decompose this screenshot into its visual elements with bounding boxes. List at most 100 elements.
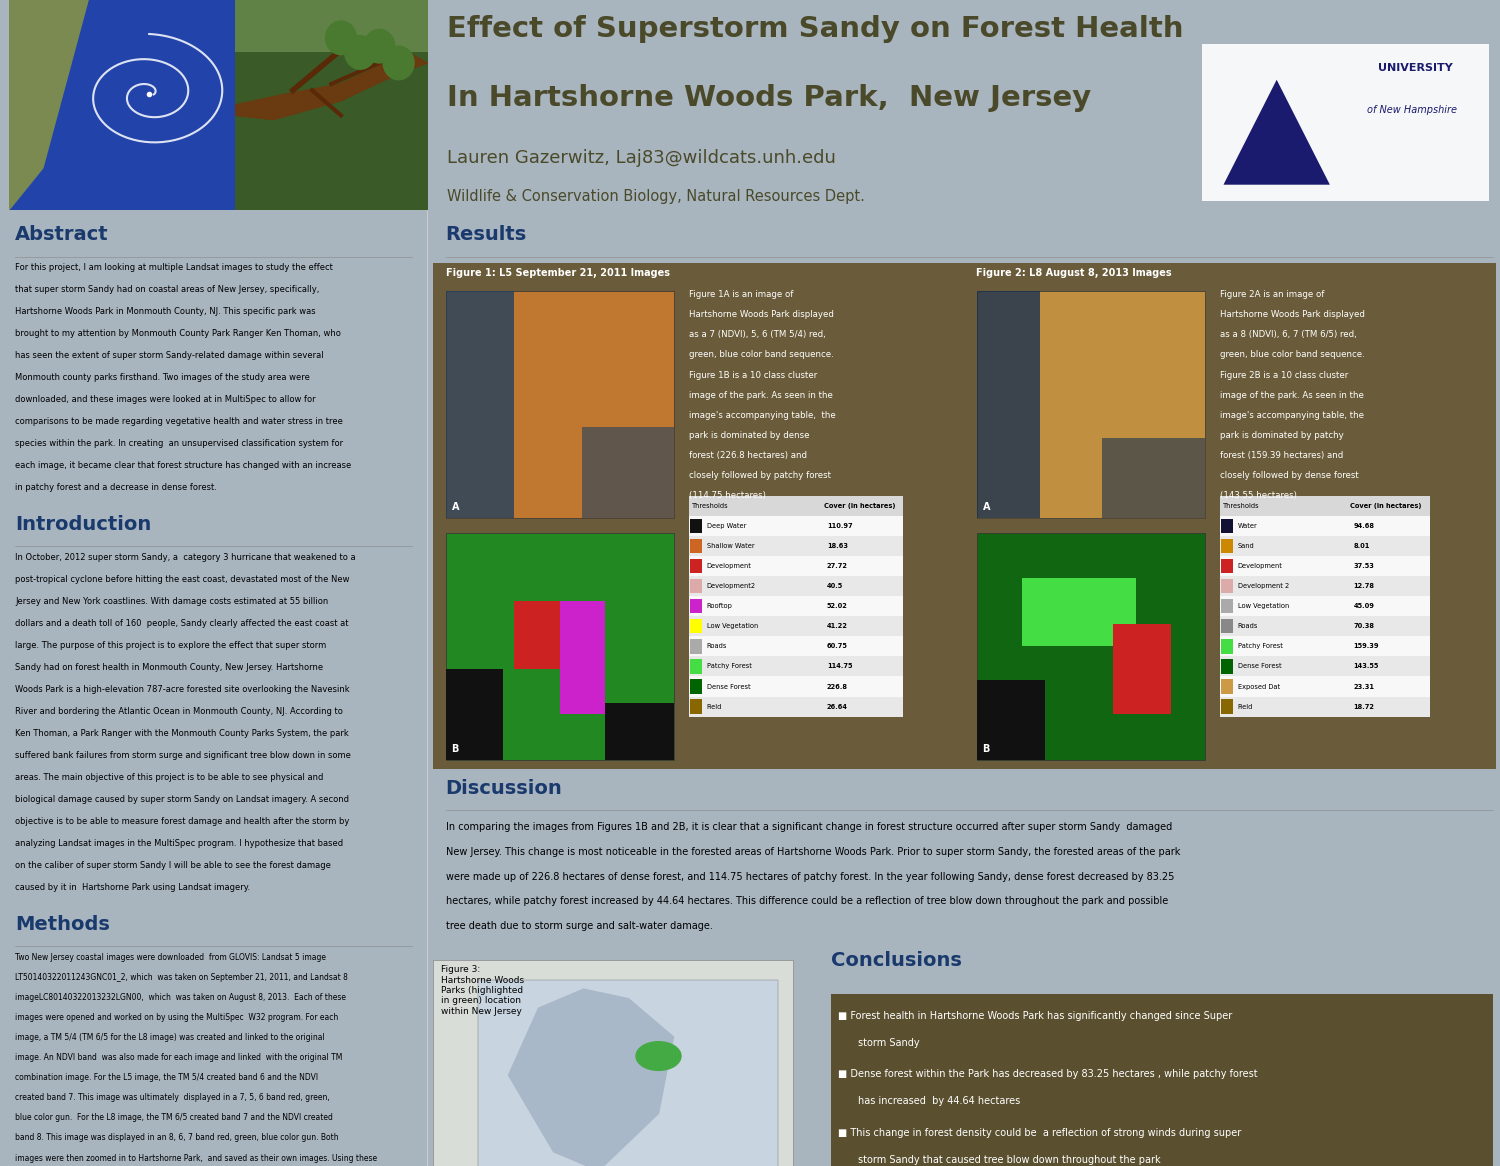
Bar bbox=[1202, 44, 1490, 202]
Text: ■ This change in forest density could be  a reflection of strong winds during su: ■ This change in forest density could be… bbox=[839, 1128, 1242, 1138]
Bar bbox=[688, 617, 903, 637]
Text: Abstract: Abstract bbox=[15, 225, 108, 244]
Bar bbox=[236, 0, 428, 52]
Text: as a 7 (NDVI), 5, 6 (TM 5/4) red,: as a 7 (NDVI), 5, 6 (TM 5/4) red, bbox=[688, 330, 825, 339]
Bar bbox=[1221, 559, 1233, 574]
Text: Roads: Roads bbox=[706, 644, 728, 649]
Text: 52.02: 52.02 bbox=[827, 603, 848, 609]
Bar bbox=[1022, 578, 1137, 646]
Text: imageLC80140322013232LGN00,  which  was taken on August 8, 2013.  Each of these: imageLC80140322013232LGN00, which was ta… bbox=[15, 993, 346, 1002]
Text: biological damage caused by super storm Sandy on Landsat imagery. A second: biological damage caused by super storm … bbox=[15, 795, 350, 805]
Bar bbox=[1220, 617, 1430, 637]
Text: band 8. This image was displayed in an 8, 6, 7 band red, green, blue color gun. : band 8. This image was displayed in an 8… bbox=[15, 1133, 339, 1143]
Text: closely followed by dense forest: closely followed by dense forest bbox=[1220, 471, 1359, 480]
Text: Cover (in hectares): Cover (in hectares) bbox=[824, 503, 896, 508]
Text: species within the park. In creating  an unsupervised classification system for: species within the park. In creating an … bbox=[15, 440, 344, 449]
Bar bbox=[1221, 599, 1233, 613]
Bar bbox=[1221, 680, 1233, 694]
Text: has increased  by 44.64 hectares: has increased by 44.64 hectares bbox=[858, 1096, 1020, 1107]
Text: Ken Thoman, a Park Ranger with the Monmouth County Parks System, the park: Ken Thoman, a Park Ranger with the Monmo… bbox=[15, 729, 348, 738]
Bar bbox=[478, 979, 778, 1166]
Text: 18.72: 18.72 bbox=[1353, 703, 1374, 710]
Bar bbox=[1220, 596, 1430, 617]
Bar bbox=[446, 292, 674, 518]
Text: green, blue color band sequence.: green, blue color band sequence. bbox=[688, 351, 834, 359]
Bar bbox=[560, 600, 606, 715]
Bar bbox=[1220, 696, 1430, 717]
Text: 26.64: 26.64 bbox=[827, 703, 848, 710]
Text: combination image. For the L5 image, the TM 5/4 created band 6 and the NDVI: combination image. For the L5 image, the… bbox=[15, 1073, 318, 1082]
Text: hectares, while patchy forest increased by 44.64 hectares. This difference could: hectares, while patchy forest increased … bbox=[446, 897, 1167, 906]
Text: Field: Field bbox=[1238, 703, 1252, 710]
Text: Cover (in hectares): Cover (in hectares) bbox=[1350, 503, 1422, 508]
Text: In October, 2012 super storm Sandy, a  category 3 hurricane that weakened to a: In October, 2012 super storm Sandy, a ca… bbox=[15, 553, 355, 562]
Bar bbox=[688, 596, 903, 617]
Text: image, a TM 5/4 (TM 6/5 for the L8 image) was created and linked to the original: image, a TM 5/4 (TM 6/5 for the L8 image… bbox=[15, 1033, 324, 1042]
Text: B: B bbox=[982, 744, 990, 754]
Text: Dense Forest: Dense Forest bbox=[706, 683, 750, 689]
Text: Exposed Dat: Exposed Dat bbox=[1238, 683, 1280, 689]
Text: tree death due to storm surge and salt-water damage.: tree death due to storm surge and salt-w… bbox=[446, 921, 712, 932]
Text: River and bordering the Atlantic Ocean in Monmouth County, NJ. According to: River and bordering the Atlantic Ocean i… bbox=[15, 707, 344, 716]
Text: Figure 2A is an image of: Figure 2A is an image of bbox=[1220, 290, 1324, 300]
Bar bbox=[1221, 700, 1233, 714]
Bar bbox=[976, 533, 1204, 760]
Text: Figure 1: L5 September 21, 2011 Images: Figure 1: L5 September 21, 2011 Images bbox=[446, 268, 669, 279]
Text: image. An NDVI band  was also made for each image and linked  with the original : image. An NDVI band was also made for ea… bbox=[15, 1053, 342, 1062]
Text: Figure 1B is a 10 class cluster: Figure 1B is a 10 class cluster bbox=[688, 371, 818, 379]
Bar bbox=[690, 639, 702, 653]
Bar bbox=[688, 637, 903, 656]
Text: Methods: Methods bbox=[15, 914, 110, 934]
Text: Development2: Development2 bbox=[706, 583, 756, 589]
Bar bbox=[688, 496, 903, 515]
Text: closely followed by patchy forest: closely followed by patchy forest bbox=[688, 471, 831, 480]
Text: 41.22: 41.22 bbox=[827, 624, 848, 630]
Text: blue color gun.  For the L8 image, the TM 6/5 created band 7 and the NDVI create: blue color gun. For the L8 image, the TM… bbox=[15, 1114, 333, 1123]
Text: In comparing the images from Figures 1B and 2B, it is clear that a significant c: In comparing the images from Figures 1B … bbox=[446, 822, 1172, 831]
Text: 143.55: 143.55 bbox=[1353, 663, 1378, 669]
Circle shape bbox=[326, 21, 357, 55]
Circle shape bbox=[345, 36, 375, 69]
Text: storm Sandy that caused tree blow down throughout the park: storm Sandy that caused tree blow down t… bbox=[858, 1154, 1161, 1165]
Bar bbox=[688, 515, 903, 536]
Text: Development: Development bbox=[1238, 563, 1282, 569]
Bar bbox=[688, 576, 903, 596]
Text: each image, it became clear that forest structure has changed with an increase: each image, it became clear that forest … bbox=[15, 462, 351, 470]
Text: 110.97: 110.97 bbox=[827, 522, 852, 529]
Bar bbox=[606, 703, 674, 760]
Text: Monmouth county parks firsthand. Two images of the study area were: Monmouth county parks firsthand. Two ima… bbox=[15, 373, 310, 382]
Text: as a 8 (NDVI), 6, 7 (TM 6/5) red,: as a 8 (NDVI), 6, 7 (TM 6/5) red, bbox=[1220, 330, 1356, 339]
Text: comparisons to be made regarding vegetative health and water stress in tree: comparisons to be made regarding vegetat… bbox=[15, 417, 344, 427]
Bar bbox=[1220, 496, 1430, 515]
Bar bbox=[1220, 556, 1430, 576]
Text: Figure 2B is a 10 class cluster: Figure 2B is a 10 class cluster bbox=[1220, 371, 1348, 379]
Bar bbox=[690, 680, 702, 694]
Text: Rooftop: Rooftop bbox=[706, 603, 732, 609]
Bar bbox=[688, 676, 903, 696]
Text: on the caliber of super storm Sandy I will be able to see the forest damage: on the caliber of super storm Sandy I wi… bbox=[15, 861, 332, 870]
Bar bbox=[976, 292, 1041, 518]
Bar bbox=[690, 519, 702, 533]
Text: Sandy had on forest health in Monmouth County, New Jersey. Hartshorne: Sandy had on forest health in Monmouth C… bbox=[15, 663, 322, 672]
Text: 45.09: 45.09 bbox=[1353, 603, 1374, 609]
Text: Dense Forest: Dense Forest bbox=[1238, 663, 1281, 669]
Bar bbox=[688, 536, 903, 556]
Bar bbox=[690, 619, 702, 633]
Bar bbox=[1220, 515, 1430, 536]
Bar bbox=[690, 659, 702, 674]
Text: areas. The main objective of this project is to be able to see physical and: areas. The main objective of this projec… bbox=[15, 773, 324, 782]
Text: Thresholds: Thresholds bbox=[692, 503, 729, 508]
Text: 159.39: 159.39 bbox=[1353, 644, 1378, 649]
Text: that super storm Sandy had on coastal areas of New Jersey, specifically,: that super storm Sandy had on coastal ar… bbox=[15, 286, 320, 294]
Text: 70.38: 70.38 bbox=[1353, 624, 1374, 630]
Bar bbox=[976, 292, 1204, 518]
Bar bbox=[1113, 624, 1170, 715]
Text: Introduction: Introduction bbox=[15, 515, 152, 534]
Polygon shape bbox=[9, 0, 88, 210]
Bar bbox=[1221, 639, 1233, 653]
Text: Hartshorne Woods Park in Monmouth County, NJ. This specific park was: Hartshorne Woods Park in Monmouth County… bbox=[15, 308, 315, 316]
Bar bbox=[1220, 676, 1430, 696]
Text: image's accompanying table, the: image's accompanying table, the bbox=[1220, 410, 1364, 420]
Text: 40.5: 40.5 bbox=[827, 583, 843, 589]
Text: 114.75: 114.75 bbox=[827, 663, 852, 669]
